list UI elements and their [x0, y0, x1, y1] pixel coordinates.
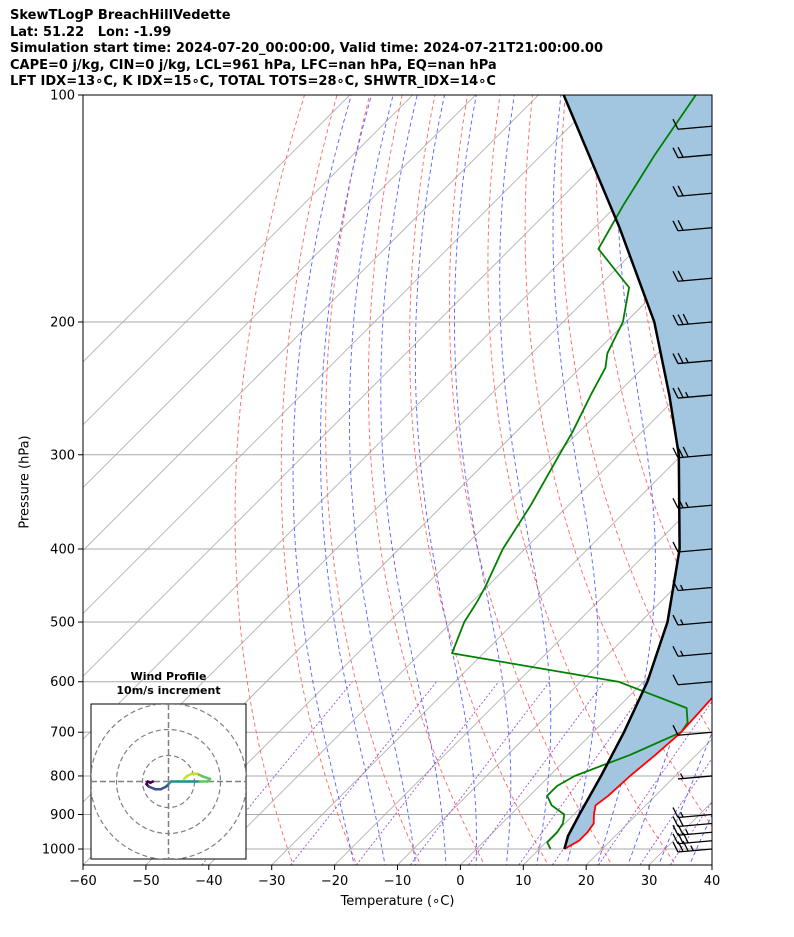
isotherm-line — [83, 95, 540, 552]
indices-line: LFT IDX=13∘C, K IDX=15∘C, TOTAL TOTS=28∘… — [10, 74, 496, 89]
wind-barb — [672, 446, 713, 459]
wind-barb — [672, 146, 713, 159]
wind-barb — [672, 724, 713, 736]
dewpoint-line — [451, 95, 697, 850]
isotherm-line — [271, 424, 712, 865]
wind-barb — [672, 645, 713, 657]
x-tick-label: −30 — [258, 874, 285, 889]
wind-barb — [677, 773, 713, 780]
header: SkewTLogP BreachHillVedette Lat: 51.22 L… — [10, 8, 603, 91]
moist-adiabat-line — [658, 731, 712, 865]
isotherm-line — [83, 95, 602, 614]
wind-barb — [672, 352, 713, 365]
hodograph-title-line2: 10m/s increment — [116, 684, 221, 697]
isotherm-line — [83, 95, 414, 426]
isotherm-line — [145, 298, 712, 865]
wind-barb — [672, 313, 713, 326]
wind-barb — [672, 497, 713, 509]
isotherm-line — [396, 549, 712, 865]
moist-adiabat-line — [627, 95, 712, 865]
isotherm-line — [83, 95, 477, 489]
mixing-ratio-line — [467, 681, 605, 865]
cin-shaded-area — [563, 95, 712, 849]
moist-adiabat-line — [320, 95, 386, 865]
hodograph-title: Wind Profile 10m/s increment — [91, 670, 246, 698]
mixing-ratio-line — [355, 681, 499, 865]
dry-adiabat-line — [325, 95, 422, 865]
dry-adiabat-line — [487, 95, 677, 865]
y-tick-label: 400 — [50, 542, 75, 557]
moist-adiabat-line — [380, 95, 447, 865]
y-tick-label: 300 — [50, 448, 75, 463]
isotherm-line — [459, 612, 712, 865]
parcel-line — [562, 95, 681, 850]
wind-barb — [672, 220, 713, 232]
y-tick-label: 600 — [50, 675, 75, 690]
hodograph-title-line1: Wind Profile — [130, 670, 207, 683]
cape-line: CAPE=0 j/kg, CIN=0 j/kg, LCL=961 hPa, LF… — [10, 57, 497, 73]
dry-adiabat-line — [761, 95, 794, 868]
hodograph-segment — [201, 775, 212, 781]
y-axis-label: Pressure (hPa) — [17, 435, 33, 529]
dry-adiabat-line — [367, 95, 486, 865]
y-tick-label: 800 — [50, 769, 75, 784]
y-tick-label: 700 — [50, 726, 75, 741]
wind-barb — [672, 118, 713, 130]
wind-barb — [672, 270, 713, 282]
mixing-ratio-line — [639, 757, 712, 865]
y-tick-label: 100 — [50, 89, 75, 104]
dry-adiabat-line — [728, 95, 794, 868]
dry-adiabat-line — [595, 95, 712, 639]
y-tick-label: 200 — [50, 315, 75, 330]
moist-adiabat-line — [292, 95, 355, 865]
x-tick-label: 10 — [515, 874, 532, 889]
dry-adiabat-line — [409, 95, 549, 865]
chart-title: SkewTLogP BreachHillVedette — [10, 8, 231, 23]
x-tick-label: 30 — [641, 874, 658, 889]
y-tick-label: 1000 — [42, 843, 75, 858]
mixing-ratio-line — [409, 681, 550, 865]
x-tick-label: 20 — [578, 874, 595, 889]
x-tick-label: 0 — [456, 874, 464, 889]
isotherm-line — [334, 487, 712, 865]
dry-adiabat-line — [448, 95, 613, 865]
y-tick-label: 500 — [50, 616, 75, 631]
wind-barb — [672, 580, 713, 592]
x-tick-label: −20 — [321, 874, 348, 889]
wind-barb — [672, 807, 713, 819]
isotherm-line — [208, 361, 712, 865]
time-line: Simulation start time: 2024-07-20_00:00:… — [10, 41, 603, 56]
wind-barb — [672, 387, 713, 399]
moist-adiabat-line — [454, 95, 512, 865]
wind-barb — [672, 840, 713, 853]
moist-adiabat-line — [414, 95, 477, 865]
moist-adiabat-line — [552, 95, 599, 865]
y-tick-label: 900 — [50, 808, 75, 823]
temperature-line — [563, 696, 712, 850]
moist-adiabat-line — [596, 95, 656, 865]
dry-adiabat-line — [234, 95, 305, 865]
isotherm-line — [83, 95, 665, 677]
mixing-ratio-line — [518, 681, 652, 865]
x-axis-label: Temperature (∘C) — [340, 894, 455, 909]
hodograph-segment — [182, 775, 188, 781]
x-tick-label: −60 — [69, 874, 96, 889]
mixing-ratio-line — [597, 700, 712, 865]
x-tick-label: −50 — [132, 874, 159, 889]
location-line: Lat: 51.22 Lon: -1.99 — [10, 24, 172, 40]
wind-barb — [672, 674, 713, 686]
moist-adiabat-line — [499, 95, 552, 865]
wind-barb — [672, 185, 713, 197]
x-tick-label: 40 — [704, 874, 721, 889]
x-tick-label: −10 — [384, 874, 411, 889]
x-tick-label: −40 — [195, 874, 222, 889]
isotherm-line — [711, 864, 712, 865]
dry-adiabat-line — [280, 95, 358, 865]
isotherm-line — [83, 95, 351, 363]
wind-barb — [672, 614, 713, 626]
wind-barb — [672, 541, 713, 553]
